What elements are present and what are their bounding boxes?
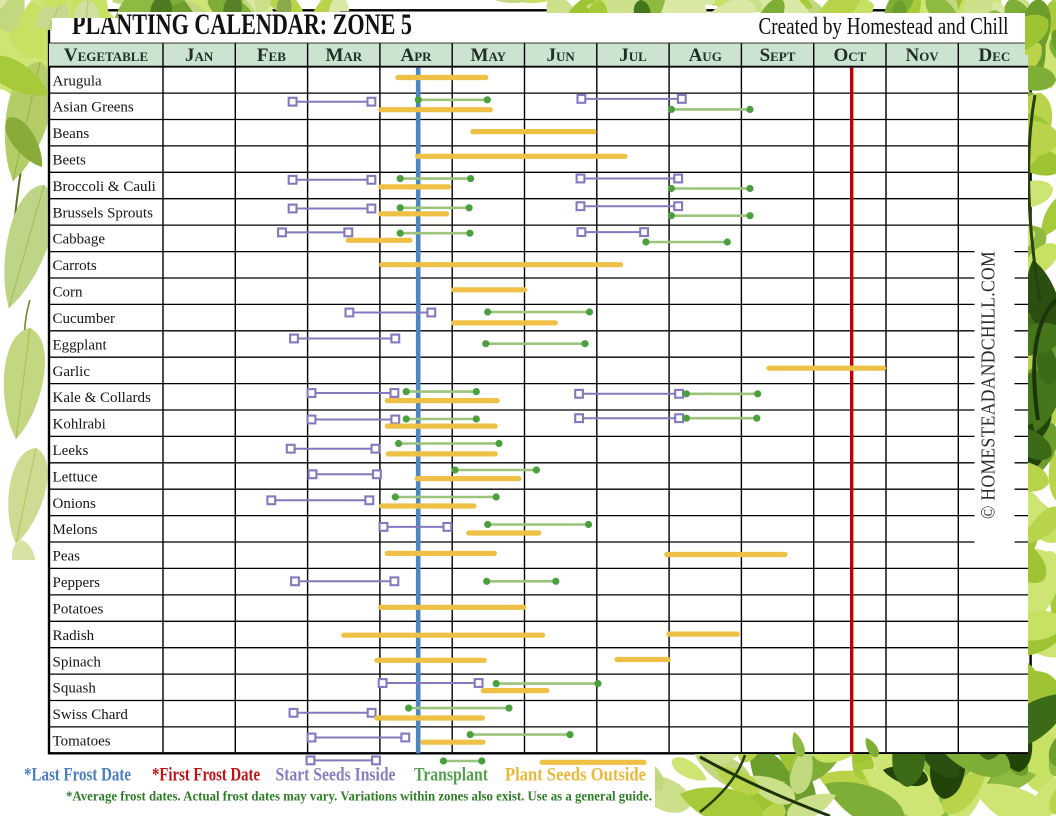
- svg-text:Onions: Onions: [53, 496, 97, 512]
- svg-text:Apr: Apr: [400, 45, 432, 66]
- svg-text:Oct: Oct: [833, 45, 866, 66]
- svg-text:Squash: Squash: [53, 681, 97, 697]
- svg-text:Jun: Jun: [546, 45, 575, 66]
- svg-text:Dec: Dec: [979, 45, 1011, 66]
- svg-text:Kohlrabi: Kohlrabi: [53, 417, 106, 433]
- svg-text:Radish: Radish: [53, 628, 95, 644]
- svg-text:Aug: Aug: [689, 45, 722, 66]
- svg-text:Arugula: Arugula: [53, 73, 102, 89]
- svg-text:Cucumber: Cucumber: [53, 311, 115, 327]
- svg-text:© HOMESTEADANDCHILL.COM: © HOMESTEADANDCHILL.COM: [979, 251, 1000, 519]
- svg-text:Lettuce: Lettuce: [53, 469, 98, 485]
- svg-text:Feb: Feb: [257, 45, 286, 66]
- svg-text:Start Seeds Inside: Start Seeds Inside: [276, 765, 396, 786]
- svg-text:Melons: Melons: [53, 522, 98, 538]
- svg-text:PLANTING CALENDAR: ZONE 5: PLANTING CALENDAR: ZONE 5: [72, 8, 412, 41]
- svg-text:Vegetable: Vegetable: [64, 45, 148, 66]
- svg-text:Leeks: Leeks: [53, 443, 89, 459]
- svg-text:Swiss Chard: Swiss Chard: [53, 707, 129, 723]
- svg-text:*Average frost dates. Actual f: *Average frost dates. Actual frost dates…: [66, 790, 652, 805]
- svg-text:May: May: [471, 45, 507, 66]
- svg-text:Kale & Collards: Kale & Collards: [53, 390, 151, 406]
- svg-text:Broccoli & Cauli: Broccoli & Cauli: [53, 179, 156, 195]
- svg-text:Beets: Beets: [53, 153, 86, 169]
- svg-text:Created by Homestead and Chill: Created by Homestead and Chill: [759, 13, 1009, 40]
- svg-text:Sept: Sept: [760, 45, 796, 66]
- svg-text:Beans: Beans: [53, 126, 90, 142]
- svg-text:Brussels Sprouts: Brussels Sprouts: [53, 205, 154, 221]
- svg-text:Transplant: Transplant: [414, 765, 489, 786]
- svg-text:Jul: Jul: [619, 45, 647, 66]
- svg-text:Tomatoes: Tomatoes: [53, 734, 111, 750]
- svg-text:Mar: Mar: [325, 45, 362, 66]
- svg-text:Plant Seeds Outside: Plant Seeds Outside: [505, 765, 646, 786]
- svg-text:Cabbage: Cabbage: [53, 232, 106, 248]
- svg-text:Garlic: Garlic: [53, 364, 91, 380]
- svg-text:Asian Greens: Asian Greens: [53, 100, 134, 116]
- svg-text:Nov: Nov: [905, 45, 939, 66]
- svg-text:Carrots: Carrots: [53, 258, 97, 274]
- svg-text:Potatoes: Potatoes: [53, 602, 104, 618]
- svg-text:Peppers: Peppers: [53, 575, 101, 591]
- svg-text:Corn: Corn: [53, 285, 84, 301]
- svg-text:*Last Frost Date: *Last Frost Date: [24, 765, 131, 786]
- svg-text:Eggplant: Eggplant: [53, 337, 108, 353]
- svg-text:Jan: Jan: [185, 45, 214, 66]
- svg-text:Peas: Peas: [53, 549, 81, 565]
- svg-text:*First Frost Date: *First Frost Date: [152, 765, 260, 786]
- svg-text:Spinach: Spinach: [53, 654, 102, 670]
